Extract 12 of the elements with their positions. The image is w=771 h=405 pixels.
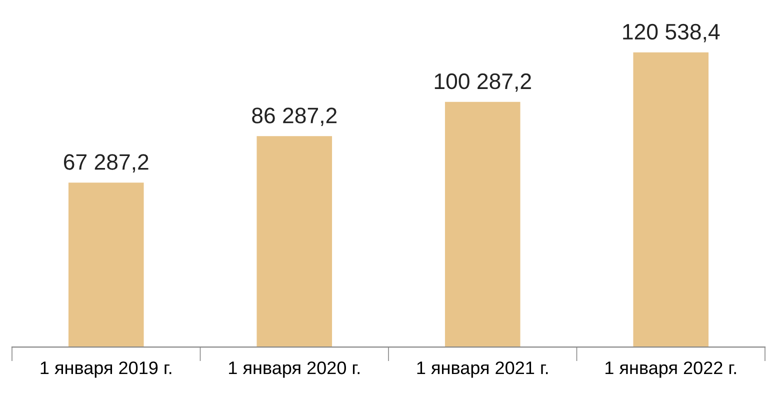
x-tick-label: 1 января 2021 г. [417,361,548,378]
x-tick-label: 1 января 2019 г. [40,361,172,378]
x-tick-label: 1 января 2020 г. [229,361,360,378]
x-tick-label: 1 января 2022 г. [606,361,736,378]
bar [444,102,520,348]
data-label: 67 287,2 [64,154,148,172]
data-label: 100 287,2 [434,73,531,92]
bar [256,136,332,348]
bar [633,52,709,348]
bar [68,182,144,348]
data-label: 86 287,2 [252,108,337,126]
data-label: 120 538,4 [623,24,720,42]
